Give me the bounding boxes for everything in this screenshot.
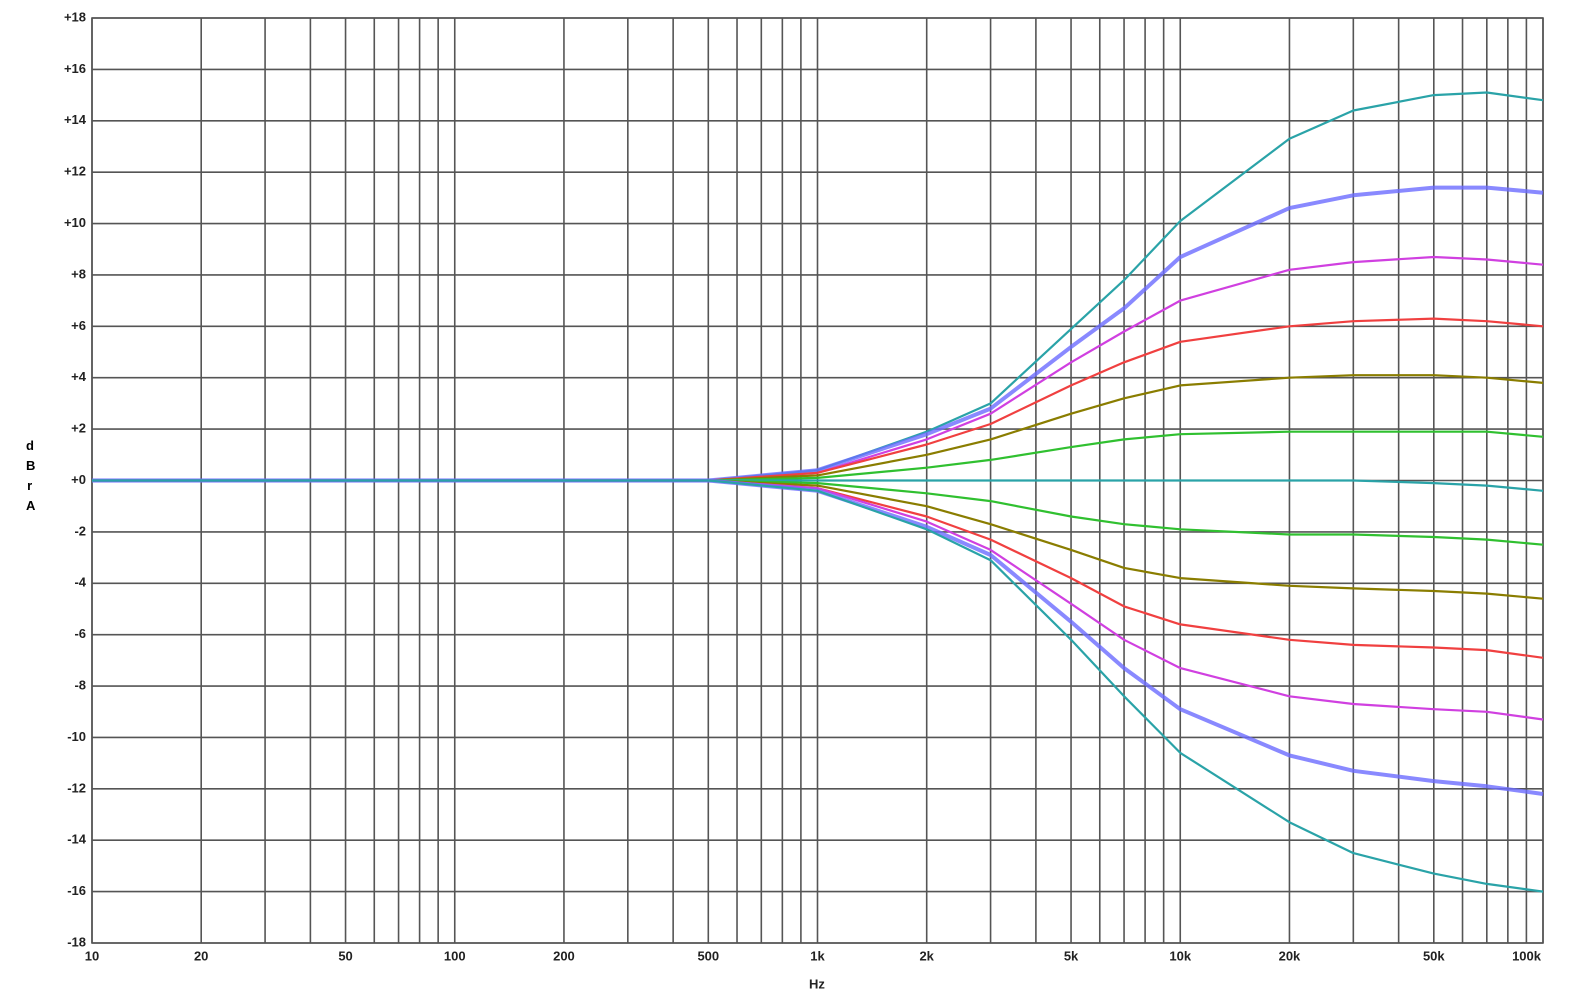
y-tick-label: +12 (64, 164, 86, 179)
y-tick-label: +16 (64, 61, 86, 76)
y-tick-label: -10 (67, 729, 86, 744)
y-tick-label: -2 (74, 523, 86, 538)
x-tick-label: 200 (553, 948, 575, 963)
y-tick-label: +0 (71, 472, 86, 487)
y-tick-label: -4 (74, 575, 86, 590)
x-tick-label: 50 (338, 948, 352, 963)
x-tick-label: 2k (919, 948, 934, 963)
x-axis-label: Hz (809, 976, 825, 991)
y-tick-label: +18 (64, 9, 86, 24)
y-axis-label: dBr A (26, 438, 36, 513)
y-tick-label: +8 (71, 266, 86, 281)
x-tick-label: 50k (1423, 948, 1445, 963)
y-tick-label: +4 (71, 369, 87, 384)
series-line (92, 479, 1544, 893)
y-tick-label: -18 (67, 934, 86, 949)
x-tick-label: 10k (1169, 948, 1191, 963)
y-tick-label: +6 (71, 318, 86, 333)
y-tick-label: -12 (67, 780, 86, 795)
y-tick-label: +2 (71, 421, 86, 436)
x-tick-label: 500 (697, 948, 719, 963)
y-tick-label: -6 (74, 626, 86, 641)
x-tick-label: 1k (810, 948, 825, 963)
x-tick-label: 10 (85, 948, 99, 963)
x-tick-label: 20 (194, 948, 208, 963)
x-tick-label: 100k (1512, 948, 1542, 963)
x-tick-label: 5k (1064, 948, 1079, 963)
y-tick-label: +10 (64, 215, 86, 230)
x-tick-label: 20k (1279, 948, 1301, 963)
y-tick-label: -8 (74, 677, 86, 692)
y-tick-label: +14 (64, 112, 87, 127)
x-tick-label: 100 (444, 948, 466, 963)
y-tick-label: -14 (67, 832, 87, 847)
y-tick-label: -16 (67, 883, 86, 898)
